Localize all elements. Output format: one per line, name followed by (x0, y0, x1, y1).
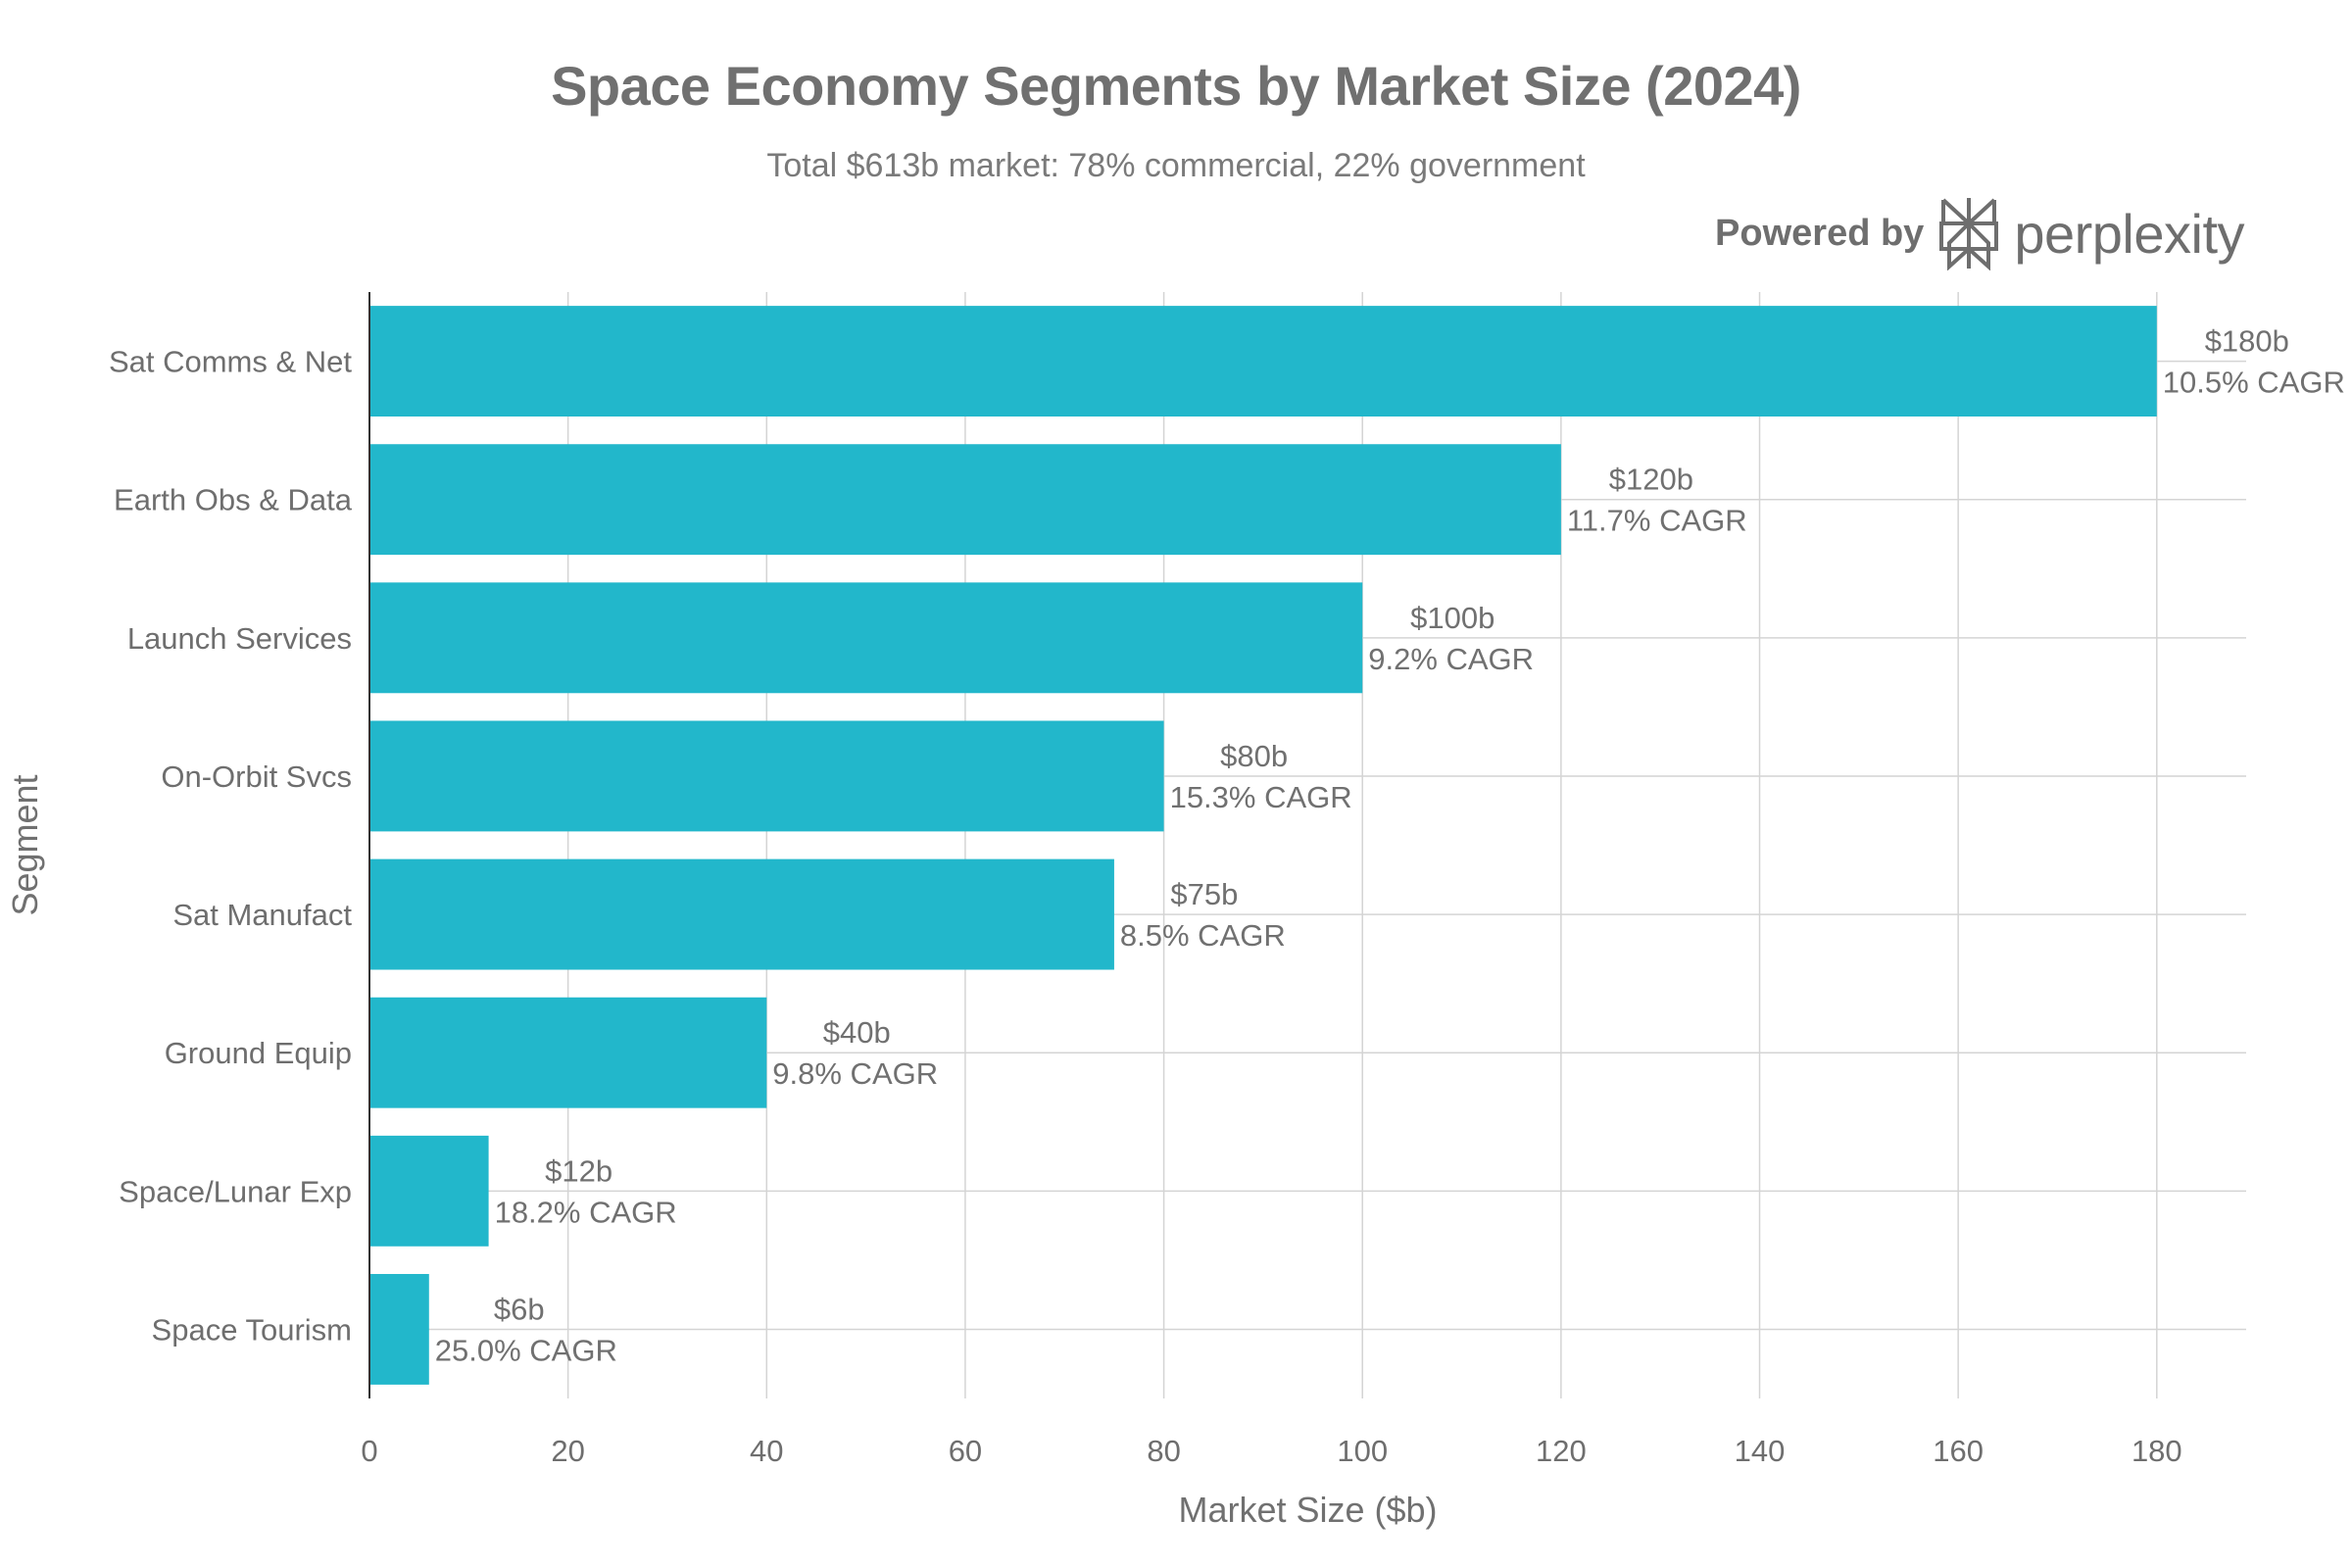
bar (369, 444, 1561, 556)
bar (369, 858, 1114, 970)
bar-value-label: $40b (823, 1015, 891, 1050)
bar-value-label: $100b (1410, 601, 1494, 635)
x-tick-label: 160 (1933, 1434, 1984, 1468)
y-category-label: Sat Manufact (172, 898, 352, 932)
bar-cagr-label: 15.3% CAGR (1170, 780, 1352, 814)
bar-cagr-label: 9.8% CAGR (772, 1056, 938, 1091)
bar-cagr-label: 8.5% CAGR (1120, 918, 1286, 953)
x-tick-label: 140 (1735, 1434, 1786, 1468)
y-category-label: On-Orbit Svcs (161, 760, 352, 794)
y-category-label: Earth Obs & Data (114, 483, 353, 517)
bar-value-label: $180b (2205, 324, 2289, 359)
x-axis-title: Market Size ($b) (1178, 1490, 1437, 1530)
bar (369, 582, 1363, 694)
x-tick-label: 100 (1337, 1434, 1388, 1468)
powered-by-badge[interactable]: Powered by perplexity (1715, 196, 2244, 270)
bar (369, 1135, 489, 1247)
perplexity-brand-text: perplexity (2014, 202, 2244, 265)
bar (369, 720, 1164, 832)
bar (369, 997, 767, 1108)
x-tick-label: 80 (1147, 1434, 1180, 1468)
perplexity-logo-icon (1939, 198, 1999, 270)
bar (369, 306, 2157, 417)
y-category-label: Space Tourism (152, 1312, 352, 1347)
chart-title: Space Economy Segments by Market Size (2… (551, 55, 1801, 117)
x-tick-label: 60 (949, 1434, 982, 1468)
bar-value-label: $12b (545, 1153, 612, 1188)
bar-cagr-label: 18.2% CAGR (495, 1195, 677, 1229)
x-tick-label: 0 (361, 1434, 377, 1468)
y-axis-title: Segment (5, 774, 45, 915)
bar-value-label: $6b (494, 1292, 545, 1326)
bar-cagr-label: 9.2% CAGR (1368, 642, 1534, 676)
x-tick-label: 120 (1536, 1434, 1587, 1468)
bar-cagr-label: 25.0% CAGR (435, 1333, 617, 1367)
bar-value-label: $120b (1609, 463, 1693, 497)
bar-value-label: $80b (1220, 739, 1288, 773)
bar-cagr-label: 10.5% CAGR (2163, 366, 2345, 400)
bar-value-label: $75b (1170, 877, 1238, 911)
x-tick-label: 40 (750, 1434, 783, 1468)
bar (369, 1273, 429, 1385)
bar-cagr-label: 11.7% CAGR (1567, 504, 1747, 538)
y-category-label: Ground Equip (165, 1036, 352, 1070)
y-category-label: Space/Lunar Exp (119, 1174, 352, 1208)
x-tick-label: 20 (551, 1434, 584, 1468)
x-tick-label: 180 (2132, 1434, 2182, 1468)
y-category-label: Launch Services (127, 621, 352, 656)
y-category-label: Sat Comms & Net (109, 345, 352, 379)
chart-subtitle: Total $613b market: 78% commercial, 22% … (766, 147, 1586, 184)
powered-by-text: Powered by (1715, 212, 1925, 254)
